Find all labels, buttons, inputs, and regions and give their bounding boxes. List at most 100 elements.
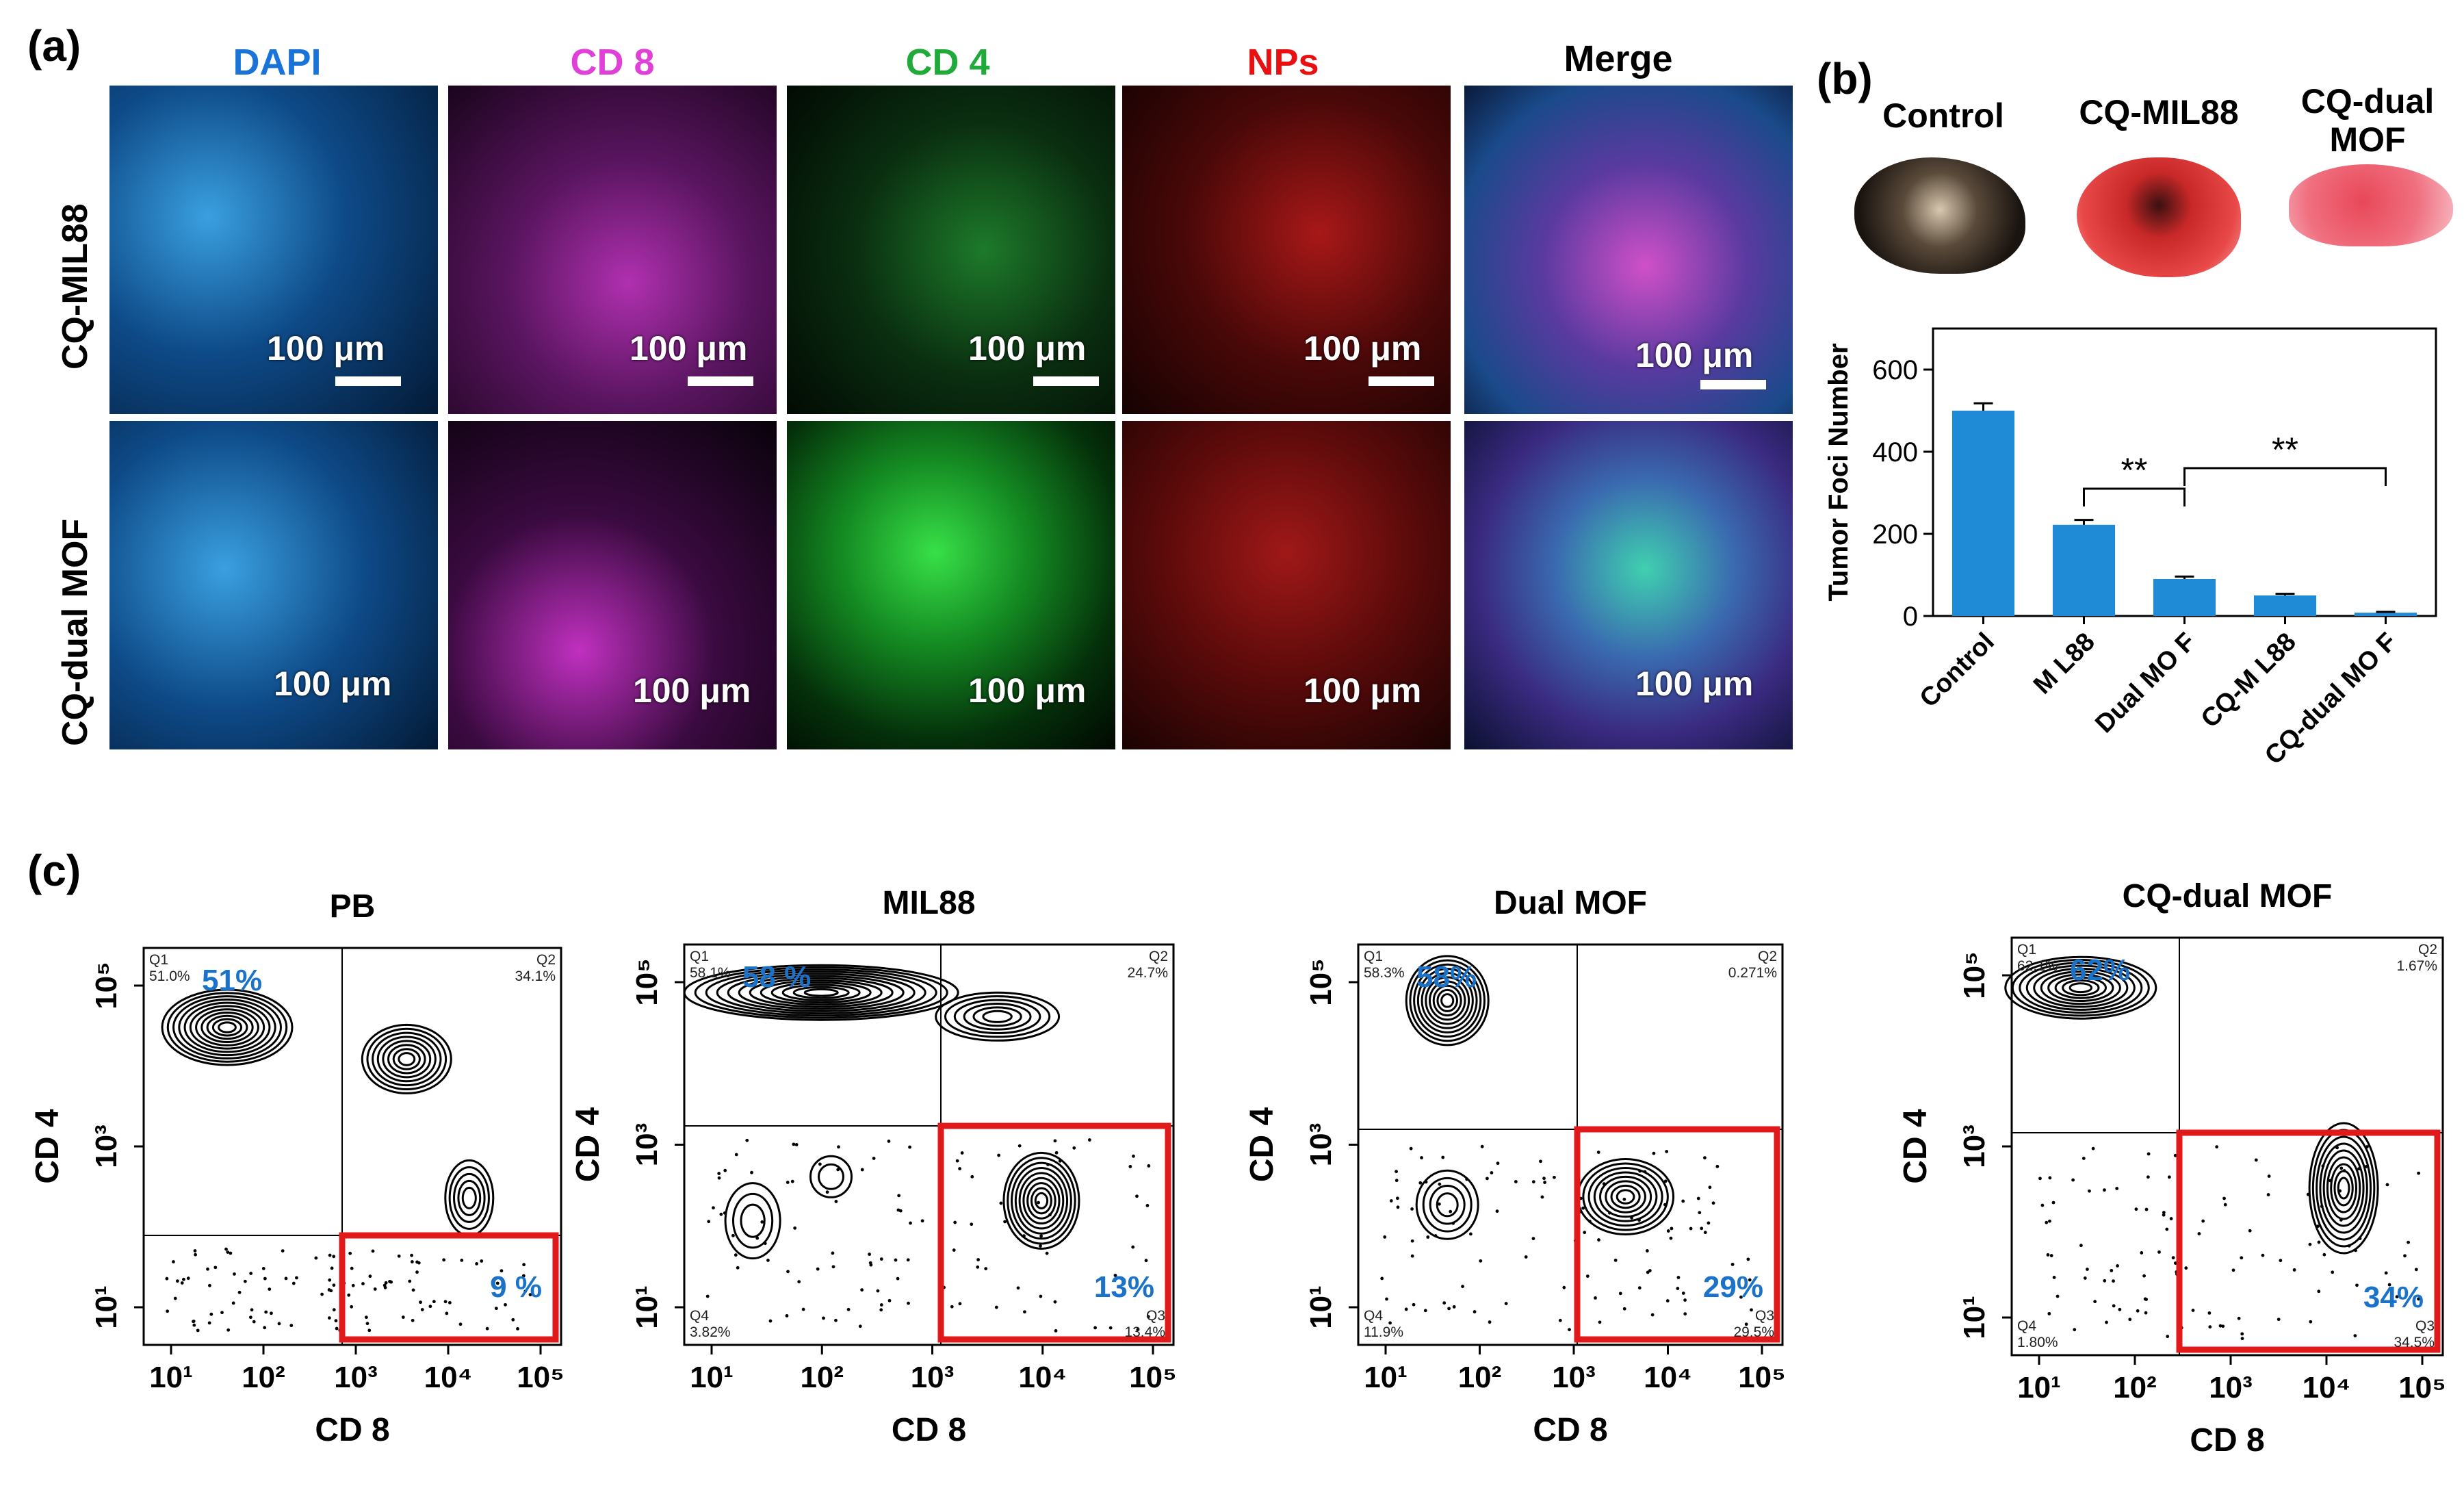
event-dot: [952, 1248, 956, 1252]
event-dot: [2103, 1188, 2106, 1192]
event-dot: [2240, 1332, 2244, 1336]
event-dot: [897, 1194, 901, 1198]
x-tick-label: 10⁵: [517, 1361, 565, 1394]
event-dot: [233, 1272, 236, 1276]
event-dot: [368, 1274, 372, 1279]
event-dot: [314, 1256, 318, 1260]
event-dot: [1426, 1235, 1430, 1239]
event-dot: [1058, 1159, 1062, 1163]
contour-line: [2033, 967, 2129, 1008]
event-dot: [2292, 1268, 2296, 1272]
scale-label: 100 μm: [968, 329, 1087, 368]
event-dot: [213, 1266, 218, 1270]
event-dot: [879, 1303, 883, 1307]
event-dot: [707, 1220, 711, 1224]
contour-line: [1428, 980, 1466, 1021]
event-dot: [1562, 1285, 1566, 1289]
event-dot: [419, 1300, 422, 1305]
event-dot: [263, 1326, 267, 1330]
event-dot: [261, 1267, 265, 1270]
y-axis-label: CD 4: [1244, 1107, 1280, 1183]
event-dot: [1731, 1281, 1735, 1284]
column-header-dapi: DAPI: [233, 42, 322, 83]
event-dot: [1594, 1296, 1597, 1300]
organ-label-cq-dual-mof: CQ-dual MOF: [2279, 82, 2456, 159]
event-dot: [1486, 1177, 1489, 1181]
event-dot: [723, 1168, 727, 1172]
q4-label: 1.80%: [2017, 1335, 2058, 1350]
q3-label: 34.5%: [2394, 1335, 2435, 1350]
event-dot: [1437, 1202, 1441, 1206]
event-dot: [1665, 1299, 1670, 1302]
event-dot: [186, 1276, 190, 1281]
event-dot: [2112, 1304, 2116, 1308]
x-axis-label: CD 8: [1533, 1412, 1607, 1448]
event-dot: [1087, 1138, 1091, 1142]
event-dot: [705, 1294, 710, 1298]
contour-line: [2062, 979, 2100, 997]
bar-4: [2354, 613, 2417, 616]
event-dot: [2073, 1328, 2077, 1332]
contour-line: [2319, 1142, 2368, 1234]
event-dot: [1418, 1181, 1423, 1185]
event-dot: [1652, 1151, 1656, 1155]
event-dot: [1023, 1310, 1026, 1314]
y-tick-label: 200: [1872, 519, 1918, 550]
event-dot: [797, 1280, 801, 1284]
q1-label: Q1: [1364, 949, 1383, 964]
event-dot: [2407, 1240, 2411, 1244]
y-tick-label: 10¹: [90, 1285, 123, 1329]
event-dot: [1596, 1151, 1600, 1154]
contour-line: [1034, 1192, 1049, 1209]
event-dot: [2231, 1268, 2235, 1272]
event-dot: [2091, 1146, 2095, 1151]
scale-label: 100 μm: [1304, 671, 1422, 710]
event-dot: [220, 1311, 224, 1315]
panel-b-label: (b): [1817, 54, 1873, 103]
event-dot: [1630, 1216, 1634, 1220]
event-dot: [2306, 1192, 2310, 1196]
q2-label: 0.271%: [1728, 965, 1777, 981]
event-dot: [516, 1326, 519, 1331]
event-dot: [896, 1276, 900, 1281]
column-header-merge: Merge: [1564, 38, 1673, 79]
event-dot: [1676, 1276, 1681, 1279]
event-dot: [1490, 1171, 1494, 1174]
event-dot: [2364, 1164, 2368, 1168]
event-dot: [1410, 1254, 1414, 1258]
contour-line: [953, 999, 1041, 1035]
contour-line: [694, 966, 948, 1019]
event-dot: [2267, 1174, 2271, 1178]
micrograph-dapi-cq-dual-mof: 100 μm: [109, 421, 438, 749]
event-dot: [760, 1220, 764, 1224]
micrograph-cd8-cq-dual-mof: 100 μm: [448, 421, 777, 749]
x-tick-label: 10²: [2113, 1371, 2157, 1404]
event-dot: [734, 1153, 738, 1157]
x-tick-label: 10⁵: [2398, 1371, 2446, 1404]
event-dot: [1488, 1320, 1492, 1324]
bar-1: [2052, 524, 2116, 616]
contour-line: [1014, 1167, 1069, 1235]
y-axis-label: CD 4: [29, 1109, 66, 1184]
panel-c-label: (c): [27, 846, 81, 895]
event-dot: [1449, 1209, 1453, 1213]
x-tick-label: 10³: [2209, 1371, 2253, 1404]
contour-line: [982, 1010, 1013, 1023]
event-dot: [320, 1292, 324, 1296]
contour-line: [809, 1155, 853, 1198]
event-dot: [1412, 1302, 1416, 1307]
event-dot: [2147, 1152, 2151, 1156]
contour-line: [818, 1163, 844, 1190]
event-dot: [1643, 1170, 1647, 1174]
event-dot: [2339, 1166, 2344, 1170]
x-tick-label-3: CQ-M L88: [2196, 628, 2302, 734]
event-dot: [723, 1211, 727, 1215]
contour-line: [1610, 1184, 1641, 1209]
event-dot: [332, 1283, 336, 1287]
micrograph-nps-cq-mil88: 100 μm: [1122, 86, 1451, 414]
event-dot: [408, 1279, 412, 1283]
event-dot: [365, 1315, 368, 1320]
flow-plot-title: PB: [330, 888, 376, 925]
event-dot: [2142, 1274, 2146, 1278]
contour-line: [1432, 984, 1462, 1017]
